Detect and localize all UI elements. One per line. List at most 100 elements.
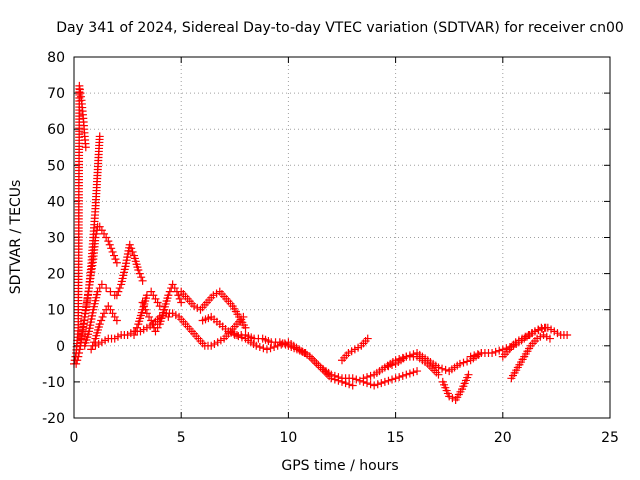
data-point bbox=[125, 240, 134, 249]
data-point bbox=[377, 379, 386, 388]
data-point bbox=[495, 346, 504, 355]
y-tick-label: -20 bbox=[42, 411, 65, 427]
series-track-4 bbox=[87, 302, 121, 354]
data-point bbox=[91, 233, 100, 242]
series-track-16 bbox=[438, 370, 473, 404]
data-point bbox=[110, 251, 119, 260]
data-point bbox=[307, 354, 316, 363]
data-point bbox=[110, 312, 119, 321]
data-point bbox=[273, 341, 282, 350]
data-point bbox=[488, 349, 497, 358]
data-point bbox=[545, 334, 554, 343]
data-point bbox=[134, 265, 143, 274]
y-axis-label: SDTVAR / TECUs bbox=[8, 180, 24, 295]
data-point bbox=[149, 291, 158, 300]
data-point bbox=[135, 269, 144, 278]
data-point bbox=[127, 244, 136, 253]
series-track-10 bbox=[198, 312, 310, 358]
data-point bbox=[97, 280, 106, 289]
data-point bbox=[434, 363, 443, 372]
data-point bbox=[147, 287, 156, 296]
data-point bbox=[95, 320, 104, 329]
data-point bbox=[237, 333, 246, 342]
data-point bbox=[153, 298, 162, 307]
data-point bbox=[137, 273, 146, 282]
data-point bbox=[138, 276, 147, 285]
data-point bbox=[277, 340, 286, 349]
data-point bbox=[112, 291, 121, 300]
x-tick-label: 5 bbox=[177, 430, 186, 446]
data-point bbox=[92, 229, 101, 238]
data-point bbox=[327, 370, 336, 379]
data-point bbox=[98, 312, 107, 321]
data-point bbox=[102, 284, 111, 293]
data-point bbox=[108, 309, 117, 318]
data-point bbox=[104, 237, 113, 246]
data-point bbox=[165, 287, 174, 296]
data-point bbox=[380, 377, 389, 386]
data-point bbox=[114, 287, 123, 296]
series-track-6 bbox=[112, 240, 147, 300]
data-point bbox=[145, 312, 154, 321]
y-tick-label: 80 bbox=[47, 50, 65, 66]
data-point bbox=[102, 233, 111, 242]
data-point bbox=[95, 132, 104, 141]
data-point bbox=[97, 226, 106, 235]
data-point bbox=[459, 358, 468, 367]
data-point bbox=[366, 380, 375, 389]
data-point bbox=[563, 330, 572, 339]
series-track-12 bbox=[305, 352, 422, 390]
data-point bbox=[132, 323, 141, 332]
data-point bbox=[405, 369, 414, 378]
data-point bbox=[262, 345, 271, 354]
x-tick-label: 15 bbox=[387, 430, 405, 446]
data-point bbox=[73, 356, 82, 365]
series-track-18 bbox=[498, 323, 572, 361]
data-point bbox=[348, 381, 357, 390]
data-point bbox=[170, 284, 179, 293]
data-point bbox=[352, 375, 361, 384]
data-point bbox=[409, 368, 418, 377]
data-point bbox=[334, 373, 343, 382]
data-point bbox=[252, 341, 261, 350]
data-point bbox=[75, 349, 84, 358]
x-tick-label: 20 bbox=[494, 430, 512, 446]
series-track-13 bbox=[338, 334, 372, 365]
x-tick-label: 0 bbox=[70, 430, 79, 446]
data-point bbox=[270, 343, 279, 352]
y-tick-label: -10 bbox=[42, 375, 65, 391]
series-track-19 bbox=[507, 330, 554, 383]
data-point bbox=[366, 371, 375, 380]
data-point bbox=[230, 330, 239, 339]
y-tick-label: 30 bbox=[47, 231, 65, 247]
series-track-3 bbox=[80, 280, 119, 350]
data-point bbox=[87, 345, 96, 354]
data-point bbox=[402, 352, 411, 361]
data-point bbox=[384, 362, 393, 371]
plot-frame bbox=[73, 56, 611, 419]
data-point bbox=[105, 240, 114, 249]
data-point bbox=[75, 345, 84, 354]
data-point bbox=[155, 302, 164, 311]
data-point bbox=[398, 371, 407, 380]
data-point bbox=[108, 247, 117, 256]
y-tick-label: 70 bbox=[47, 86, 65, 102]
series-track-9 bbox=[177, 287, 250, 332]
data-point bbox=[164, 312, 173, 321]
data-point bbox=[409, 350, 418, 359]
data-point bbox=[391, 374, 400, 383]
data-point bbox=[363, 373, 372, 382]
data-point bbox=[330, 371, 339, 380]
data-point bbox=[97, 316, 106, 325]
data-point bbox=[405, 351, 414, 360]
data-point bbox=[168, 280, 177, 289]
x-tick-label: 25 bbox=[601, 430, 619, 446]
data-point bbox=[100, 309, 109, 318]
data-point bbox=[310, 356, 319, 365]
data-point bbox=[241, 323, 250, 332]
data-point bbox=[370, 381, 379, 390]
data-point bbox=[130, 330, 139, 339]
data-point bbox=[234, 332, 243, 341]
data-point bbox=[259, 344, 268, 353]
data-point bbox=[164, 291, 173, 300]
